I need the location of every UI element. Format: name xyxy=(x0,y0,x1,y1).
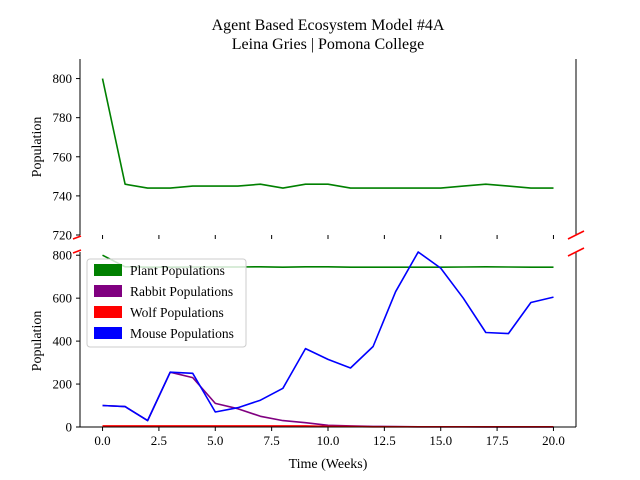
legend: Plant Populations Rabbit Populations Wolf … xyxy=(86,258,247,348)
legend-label: Wolf Populations xyxy=(130,305,224,320)
x-tick-label: 5.0 xyxy=(207,433,223,448)
bottom-y-tick-label: 600 xyxy=(53,291,73,306)
x-tick-label: 20.0 xyxy=(542,433,565,448)
legend-label: Plant Populations xyxy=(130,263,225,278)
x-axis-label: Time (Weeks) xyxy=(289,457,368,472)
legend-label: Mouse Populations xyxy=(130,326,234,341)
legend-swatch xyxy=(94,285,122,297)
bottom-y-tick-label: 0 xyxy=(66,420,73,435)
bottom-y-axis-label: Population xyxy=(30,311,45,372)
legend-swatch xyxy=(94,264,122,276)
bottom-break-mark-left xyxy=(72,249,82,254)
top-break-mark-right xyxy=(567,230,585,240)
bottom-series-rabbit-populations xyxy=(102,371,554,428)
top-panel: 720 740 760 780 800 xyxy=(53,59,585,243)
legend-box xyxy=(86,258,247,348)
top-y-tick-label: 800 xyxy=(53,71,73,86)
x-tick-label: 10.0 xyxy=(317,433,340,448)
x-tick-label: 15.0 xyxy=(429,433,452,448)
bottom-break-mark-right xyxy=(567,247,585,257)
bottom-y-tick-label: 400 xyxy=(53,334,73,349)
x-tick-label: 12.5 xyxy=(373,433,396,448)
x-tick-label: 17.5 xyxy=(486,433,509,448)
x-tick-label: 2.5 xyxy=(151,433,167,448)
legend-label: Rabbit Populations xyxy=(130,284,233,299)
top-y-axis-label: Population xyxy=(30,117,45,178)
chart-title: Agent Based Ecosystem Model #4A xyxy=(212,17,445,34)
bottom-panel: 0 200 400 600 800 0.0 2.5 5.0 7.5 10.0 12.5 15.0 17.… xyxy=(53,247,585,448)
x-tick-label: 7.5 xyxy=(264,433,280,448)
top-y-tick-label: 720 xyxy=(53,228,73,243)
top-break-mark-left xyxy=(72,235,82,240)
bottom-series-mouse-populations xyxy=(102,251,554,422)
top-y-tick-label: 740 xyxy=(53,188,73,203)
chart-subtitle: Leina Gries | Pomona College xyxy=(232,36,425,53)
top-series-plant-populations xyxy=(101,78,554,189)
bottom-y-tick-label: 800 xyxy=(53,248,73,263)
top-y-tick-label: 760 xyxy=(53,149,73,164)
bottom-y-tick-label: 200 xyxy=(53,377,73,392)
legend-swatch xyxy=(94,306,122,318)
x-tick-label: 0.0 xyxy=(94,433,110,448)
legend-swatch xyxy=(94,327,122,339)
top-y-tick-label: 780 xyxy=(53,110,73,125)
